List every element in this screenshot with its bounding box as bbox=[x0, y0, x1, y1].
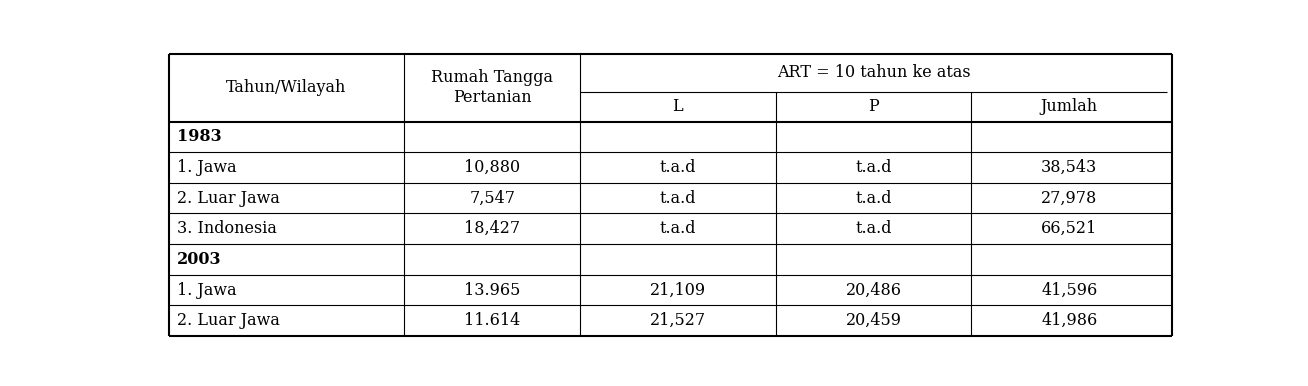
Text: t.a.d: t.a.d bbox=[659, 220, 696, 237]
Text: 2. Luar Jawa: 2. Luar Jawa bbox=[177, 190, 280, 207]
Text: 21,527: 21,527 bbox=[650, 312, 706, 329]
Text: ART = 10 tahun ke atas: ART = 10 tahun ke atas bbox=[777, 64, 971, 81]
Text: 2. Luar Jawa: 2. Luar Jawa bbox=[177, 312, 280, 329]
Text: t.a.d: t.a.d bbox=[659, 190, 696, 207]
Text: 41,596: 41,596 bbox=[1041, 282, 1097, 299]
Text: 11.614: 11.614 bbox=[464, 312, 521, 329]
Text: 10,880: 10,880 bbox=[464, 159, 521, 176]
Text: 1. Jawa: 1. Jawa bbox=[177, 282, 237, 299]
Text: t.a.d: t.a.d bbox=[659, 159, 696, 176]
Text: 20,486: 20,486 bbox=[845, 282, 901, 299]
Text: 18,427: 18,427 bbox=[464, 220, 521, 237]
Text: Jumlah: Jumlah bbox=[1041, 98, 1097, 115]
Text: 41,986: 41,986 bbox=[1041, 312, 1097, 329]
Text: 27,978: 27,978 bbox=[1041, 190, 1097, 207]
Text: t.a.d: t.a.d bbox=[855, 190, 892, 207]
Text: 2003: 2003 bbox=[177, 251, 221, 268]
Text: 13.965: 13.965 bbox=[464, 282, 521, 299]
Text: L: L bbox=[672, 98, 683, 115]
Text: Tahun/Wilayah: Tahun/Wilayah bbox=[226, 79, 347, 96]
Text: 7,547: 7,547 bbox=[470, 190, 515, 207]
Text: P: P bbox=[869, 98, 879, 115]
Text: 38,543: 38,543 bbox=[1041, 159, 1097, 176]
Text: t.a.d: t.a.d bbox=[855, 220, 892, 237]
Text: t.a.d: t.a.d bbox=[855, 159, 892, 176]
Text: 1983: 1983 bbox=[177, 128, 221, 146]
Text: 3. Indonesia: 3. Indonesia bbox=[177, 220, 276, 237]
Text: 66,521: 66,521 bbox=[1041, 220, 1097, 237]
Text: 20,459: 20,459 bbox=[845, 312, 901, 329]
Text: Rumah Tangga
Pertanian: Rumah Tangga Pertanian bbox=[432, 69, 553, 106]
Text: 21,109: 21,109 bbox=[650, 282, 706, 299]
Text: 1. Jawa: 1. Jawa bbox=[177, 159, 237, 176]
